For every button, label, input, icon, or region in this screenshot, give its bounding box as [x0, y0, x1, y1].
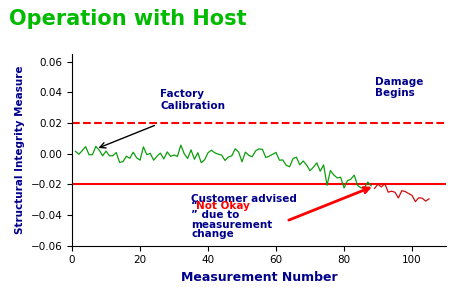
Y-axis label: Structural Integrity Measure: Structural Integrity Measure: [15, 65, 25, 234]
Text: ” due to: ” due to: [191, 210, 239, 220]
X-axis label: Measurement Number: Measurement Number: [181, 271, 337, 284]
Text: “: “: [191, 201, 198, 211]
Text: Damage
Begins: Damage Begins: [375, 77, 423, 98]
Text: Operation with Host: Operation with Host: [9, 9, 247, 29]
Text: Not Okay: Not Okay: [196, 201, 250, 211]
Text: change: change: [191, 229, 234, 239]
Text: measurement: measurement: [191, 220, 272, 230]
Text: Factory
Calibration: Factory Calibration: [160, 89, 225, 111]
Text: Customer advised: Customer advised: [191, 193, 297, 204]
